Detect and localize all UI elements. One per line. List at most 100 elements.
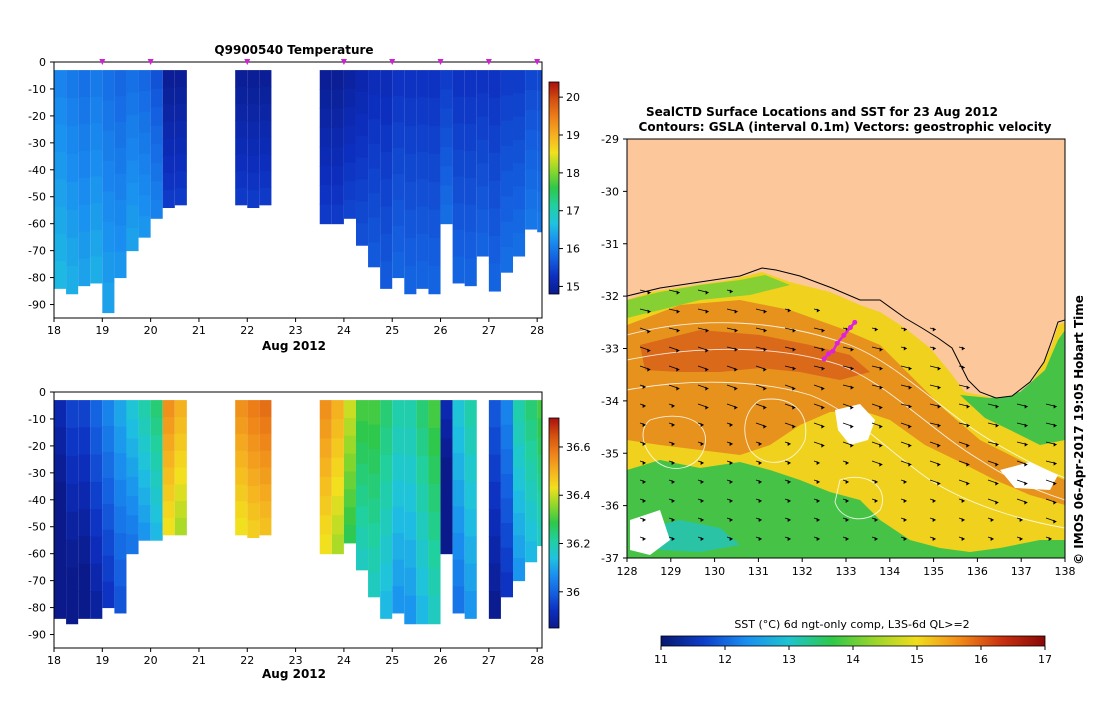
profile-cell (513, 116, 526, 141)
profile-cell (404, 237, 417, 267)
velocity-arrowhead (903, 327, 907, 332)
velocity-arrowhead (671, 498, 675, 503)
profile-mark (534, 59, 541, 65)
velocity-arrowhead (734, 328, 738, 333)
profile-cell (500, 171, 514, 197)
profile-cell (66, 126, 79, 155)
profile-cell (416, 511, 429, 541)
colorbar-tick-label: 15 (566, 280, 580, 293)
velocity-arrowhead (908, 462, 912, 467)
profile-cell (380, 233, 393, 262)
sst-colorbar (660, 635, 1046, 647)
velocity-arrowhead (850, 405, 854, 410)
velocity-arrowhead (671, 422, 675, 427)
profile-cell (150, 522, 163, 541)
x-tick-label: 19 (95, 324, 109, 337)
profile-cell (259, 187, 272, 206)
velocity-arrowhead (995, 462, 999, 467)
profile-cell (404, 483, 417, 513)
profile-cell (355, 113, 369, 137)
profile-cell (368, 94, 381, 120)
velocity-arrowhead (966, 481, 970, 486)
profile-cell (90, 149, 103, 178)
profile-cell (54, 536, 67, 565)
profile-cell (319, 89, 332, 109)
profile-cell (126, 534, 139, 555)
profile-cell (537, 90, 542, 112)
velocity-arrowhead (705, 309, 709, 314)
map-x-axis: 128 129 130 131 132 133 134 135 136 137 138 (617, 558, 1076, 578)
profile-cell (513, 512, 526, 536)
x-tick-label: 28 (530, 324, 544, 337)
velocity-arrowhead (874, 479, 878, 484)
profile-cell (54, 151, 67, 180)
profile-cell (392, 426, 405, 454)
velocity-arrowhead (874, 327, 878, 332)
profile-cell (247, 121, 260, 140)
profile-cell (452, 229, 465, 257)
velocity-arrowhead (961, 365, 965, 370)
y-tick-label: -40 (28, 164, 46, 177)
profile-cell (114, 96, 127, 123)
profile-cell (500, 473, 514, 499)
profile-cell (331, 89, 344, 109)
velocity-arrowhead (879, 405, 883, 410)
profile-cell (114, 559, 127, 587)
velocity-arrowhead (729, 536, 733, 541)
profile-mark (99, 59, 106, 65)
velocity-arrowhead (729, 498, 733, 503)
profile-cell (440, 146, 453, 167)
cool-green-coast (960, 330, 1065, 445)
profile-cell (368, 473, 381, 499)
profile-cell (404, 126, 417, 155)
velocity-arrowhead (990, 517, 994, 522)
profile-cell (440, 457, 453, 478)
profile-cell (343, 471, 356, 490)
profile-cell (174, 137, 187, 155)
profile-cell (476, 70, 489, 94)
profile-cell (162, 121, 175, 140)
velocity-arrowhead (1024, 423, 1028, 428)
seal-location (834, 340, 840, 346)
profile-cell (78, 454, 91, 483)
profile-cell (331, 166, 344, 186)
profile-cell (500, 572, 514, 598)
profile-cell (488, 235, 501, 264)
velocity-arrowhead (966, 385, 970, 390)
profile-cell (114, 121, 127, 149)
profile-cell (114, 199, 127, 227)
profile-cell (343, 507, 356, 526)
x-tick-label: 26 (434, 324, 448, 337)
profile-cell (162, 484, 175, 502)
velocity-arrowhead (995, 423, 999, 428)
x-tick-label: 24 (337, 324, 351, 337)
profile-cell (464, 97, 477, 125)
velocity-arrowhead (1024, 481, 1028, 486)
velocity-arrowhead (700, 422, 704, 427)
profile-cell (416, 124, 429, 153)
x-tick-label: 20 (144, 324, 158, 337)
profile-cell (428, 126, 441, 155)
profile-cell (174, 484, 187, 502)
profile-cell (500, 95, 514, 122)
profile-cell (464, 177, 477, 206)
profile-cell (513, 558, 526, 582)
profile-cell (259, 467, 272, 485)
profile-cell (476, 163, 489, 187)
profile-cell (102, 191, 115, 223)
temperature-title: Q9900540 Temperature (214, 43, 373, 57)
velocity-arrowhead (792, 424, 796, 429)
profile-cell (440, 476, 453, 497)
profile-cell (319, 166, 332, 186)
velocity-arrowhead (1053, 461, 1057, 466)
profile-cell (368, 498, 381, 524)
velocity-arrowhead (700, 498, 704, 503)
salinity-plot-frame (53, 391, 543, 649)
velocity-arrowhead (995, 481, 999, 486)
profile-cell (319, 476, 332, 497)
profile-cell (428, 400, 441, 429)
profile-cell (235, 450, 248, 468)
profile-cell (355, 223, 369, 246)
velocity-arrowhead (908, 443, 912, 448)
seal-location (825, 351, 831, 357)
